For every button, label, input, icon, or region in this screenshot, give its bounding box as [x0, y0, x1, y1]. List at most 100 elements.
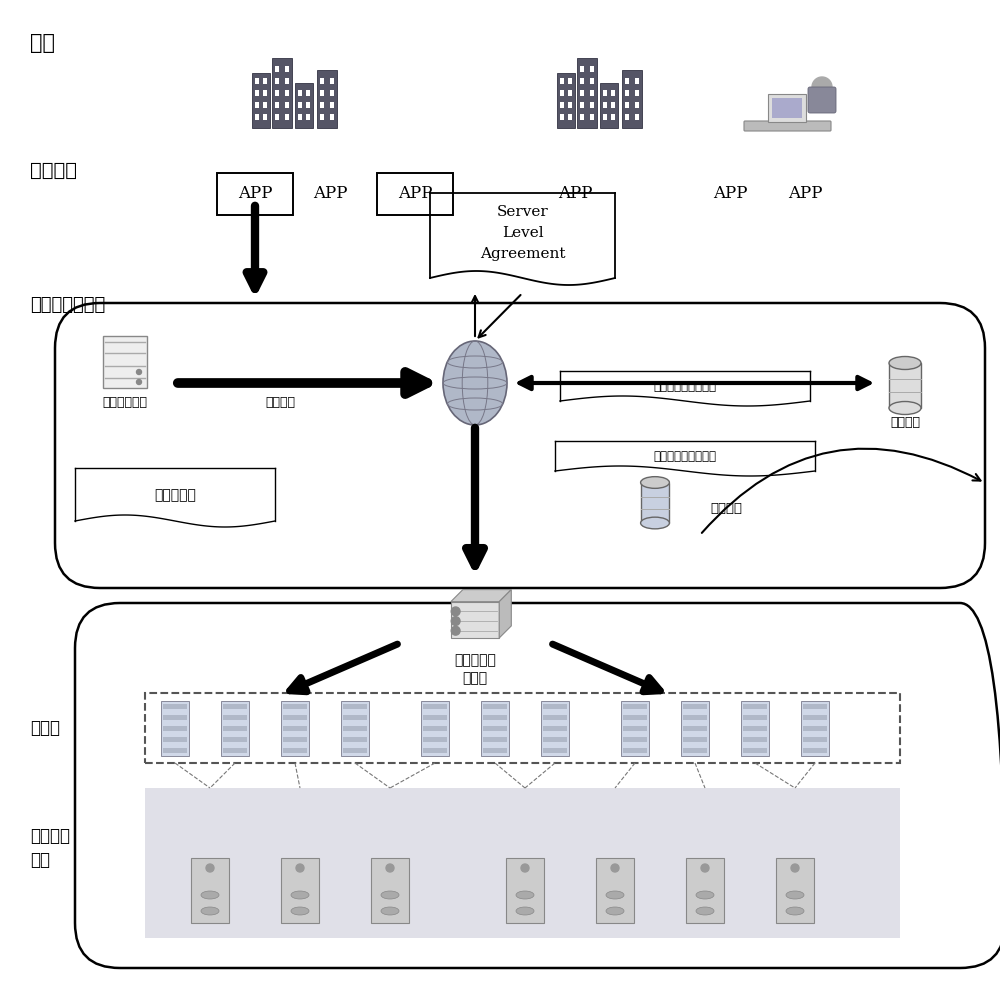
Bar: [320, 78, 324, 84]
Bar: [590, 90, 594, 96]
Bar: [580, 102, 584, 108]
FancyBboxPatch shape: [808, 87, 836, 113]
Bar: [145, 788, 900, 938]
Bar: [560, 114, 564, 120]
Bar: [611, 90, 615, 96]
Ellipse shape: [786, 907, 804, 915]
Ellipse shape: [201, 891, 219, 899]
Bar: [343, 737, 367, 742]
Bar: [285, 66, 289, 72]
Bar: [285, 114, 289, 120]
Bar: [285, 90, 289, 96]
Text: 应用程序: 应用程序: [30, 161, 77, 180]
Bar: [320, 114, 324, 120]
Bar: [577, 58, 597, 128]
Bar: [580, 66, 584, 72]
Bar: [803, 715, 827, 720]
Bar: [483, 726, 507, 731]
Polygon shape: [451, 590, 511, 602]
Bar: [623, 726, 647, 731]
Bar: [163, 737, 187, 742]
Bar: [451, 602, 499, 638]
Bar: [803, 737, 827, 742]
Bar: [641, 483, 669, 523]
Bar: [483, 704, 507, 709]
Bar: [603, 114, 607, 120]
Bar: [298, 90, 302, 96]
Bar: [161, 701, 189, 756]
Text: APP: APP: [313, 186, 347, 203]
Circle shape: [136, 369, 142, 374]
Bar: [423, 737, 447, 742]
Ellipse shape: [696, 907, 714, 915]
Bar: [223, 748, 247, 753]
Bar: [163, 726, 187, 731]
Text: APP: APP: [238, 186, 272, 203]
Bar: [568, 114, 572, 120]
Text: 决策中心: 决策中心: [265, 396, 295, 409]
Bar: [343, 726, 367, 731]
Bar: [343, 704, 367, 709]
Bar: [275, 78, 279, 84]
Text: APP: APP: [398, 186, 432, 203]
Bar: [560, 90, 564, 96]
Text: 资源利用率: 资源利用率: [154, 489, 196, 502]
Bar: [317, 70, 337, 128]
Bar: [275, 102, 279, 108]
Circle shape: [791, 864, 799, 872]
Bar: [423, 748, 447, 753]
Bar: [223, 737, 247, 742]
Bar: [681, 701, 709, 756]
Bar: [683, 726, 707, 731]
Bar: [568, 78, 572, 84]
Bar: [306, 114, 310, 120]
Bar: [683, 704, 707, 709]
Circle shape: [451, 607, 460, 616]
Ellipse shape: [381, 891, 399, 899]
Bar: [343, 748, 367, 753]
Bar: [590, 114, 594, 120]
Bar: [343, 715, 367, 720]
Bar: [320, 90, 324, 96]
Text: Server
Level
Agreement: Server Level Agreement: [480, 206, 565, 260]
Circle shape: [611, 864, 619, 872]
Bar: [423, 726, 447, 731]
Bar: [298, 102, 302, 108]
Bar: [743, 737, 767, 742]
Bar: [283, 748, 307, 753]
Circle shape: [451, 627, 460, 636]
Text: 物理机资源使用情况: 物理机资源使用情况: [654, 451, 716, 464]
Ellipse shape: [641, 477, 669, 489]
Bar: [622, 70, 642, 128]
Ellipse shape: [291, 907, 309, 915]
Bar: [483, 715, 507, 720]
Text: 注册中心: 注册中心: [890, 416, 920, 429]
Bar: [541, 701, 569, 756]
Bar: [623, 715, 647, 720]
Ellipse shape: [516, 907, 534, 915]
Ellipse shape: [606, 907, 624, 915]
Circle shape: [136, 379, 142, 384]
Bar: [625, 90, 629, 96]
Bar: [275, 114, 279, 120]
Bar: [686, 858, 724, 923]
Circle shape: [812, 77, 832, 97]
Ellipse shape: [606, 891, 624, 899]
Bar: [543, 715, 567, 720]
Bar: [483, 748, 507, 753]
Bar: [377, 173, 453, 215]
Bar: [330, 102, 334, 108]
Bar: [423, 704, 447, 709]
Bar: [635, 102, 639, 108]
Bar: [625, 114, 629, 120]
Bar: [801, 701, 829, 756]
Bar: [590, 66, 594, 72]
Bar: [611, 114, 615, 120]
Bar: [543, 748, 567, 753]
Bar: [103, 336, 147, 388]
Bar: [283, 726, 307, 731]
Bar: [320, 102, 324, 108]
Bar: [223, 715, 247, 720]
Bar: [285, 102, 289, 108]
Bar: [421, 701, 449, 756]
